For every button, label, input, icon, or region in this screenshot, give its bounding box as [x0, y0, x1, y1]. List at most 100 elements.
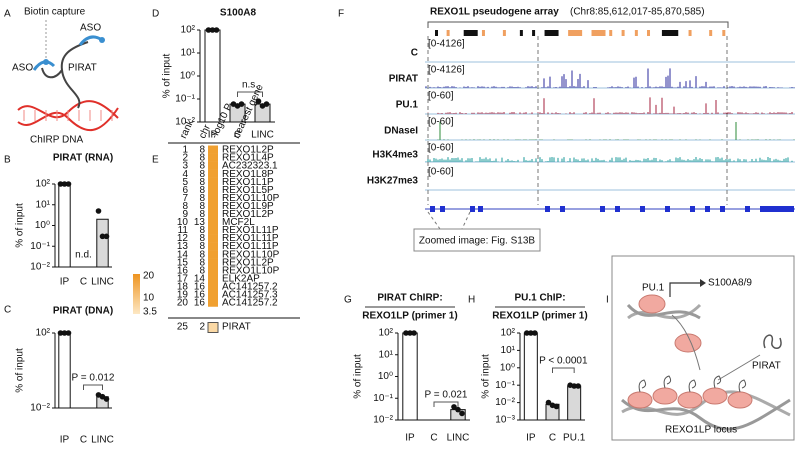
y-axis-label: % of input — [481, 354, 492, 399]
protein — [627, 391, 653, 409]
cell-chr: 8 — [199, 209, 205, 220]
track-name: PU.1 — [396, 100, 419, 111]
cell-chr: 8 — [199, 257, 205, 268]
data-point — [209, 27, 216, 33]
cell-chr: 8 — [199, 201, 205, 212]
exon — [705, 206, 710, 212]
heat-cell — [208, 242, 218, 251]
track-range: [0-4126] — [428, 65, 465, 76]
y-tick-label: 10⁻² — [30, 262, 50, 273]
gene-block — [634, 30, 638, 36]
y-tick-label: 10¹ — [379, 349, 394, 360]
data-point — [57, 330, 64, 336]
heat-cell — [208, 226, 218, 235]
heat-cell — [208, 250, 218, 259]
dna — [626, 303, 701, 320]
colorbar-label: 10 — [143, 292, 155, 303]
cell-rank: 13 — [177, 241, 189, 252]
exon — [745, 206, 750, 212]
data-point — [205, 27, 212, 33]
cell-gene: AC232323.1 — [222, 161, 278, 172]
cell-rank: 7 — [182, 193, 188, 204]
cell-chr: 16 — [194, 281, 206, 292]
y-axis-label: % of input — [162, 54, 173, 99]
cell-chr: 8 — [199, 185, 205, 196]
x-tick-label: LINC — [251, 130, 274, 141]
data-point — [403, 330, 409, 336]
x-tick-label: IP — [60, 277, 70, 288]
cell-gene: REXO1L10P — [222, 265, 280, 276]
colorbar — [133, 274, 140, 314]
panel-label: D — [152, 9, 159, 20]
exon — [665, 206, 670, 212]
heat-cell — [208, 153, 218, 162]
data-point — [61, 181, 68, 187]
exon — [615, 206, 620, 212]
heat-cell — [208, 234, 218, 243]
y-axis-label: % of input — [15, 203, 26, 248]
biotin — [43, 59, 49, 65]
annotation: P = 0.012 — [72, 373, 115, 384]
gene-block — [519, 30, 523, 36]
heat-cell — [208, 282, 218, 291]
data-point — [411, 330, 417, 336]
track-signal — [427, 122, 795, 140]
y-tick-label: 10⁻² — [495, 397, 515, 408]
cell-rank: 20 — [177, 298, 189, 309]
zoom-guide — [427, 211, 441, 230]
cell-rank: 2 — [182, 153, 188, 164]
heat-cell — [208, 161, 218, 170]
x-tick-label: C — [80, 435, 87, 446]
gene-block — [544, 30, 559, 36]
protein — [638, 294, 666, 314]
y-tick-label: 10² — [36, 179, 51, 190]
track-signal — [427, 97, 793, 114]
gene-block — [502, 30, 506, 36]
exon — [478, 206, 483, 212]
cell-chr: 8 — [199, 249, 205, 260]
x-tick-label: IP — [405, 433, 415, 444]
cell-chr: 8 — [199, 145, 205, 156]
gene-block — [446, 30, 450, 36]
bar — [204, 29, 221, 123]
x-tick-label: C — [234, 130, 241, 141]
cell-rank: 5 — [182, 177, 188, 188]
y-tick-label: 10⁻² — [30, 403, 50, 414]
arrow — [671, 314, 701, 371]
chart-subtitle: REXO1LP (primer 1) — [492, 311, 587, 322]
cell-rank: 16 — [177, 265, 189, 276]
cell-rank: 25 — [177, 322, 189, 333]
data-point — [65, 181, 72, 187]
exon — [690, 206, 695, 212]
panel-label: G — [344, 295, 352, 306]
rna-label: PIRAT — [752, 361, 781, 372]
cell-chr: 16 — [194, 298, 206, 309]
cell-chr: 8 — [199, 265, 205, 276]
heat-cell — [208, 274, 218, 283]
data-point — [571, 383, 577, 389]
gene-block — [609, 30, 613, 36]
cell-gene: REXO1L11P — [222, 233, 279, 244]
cell-rank: 6 — [182, 185, 188, 196]
x-tick-label: IP — [526, 433, 536, 444]
sig-bracket — [237, 91, 263, 97]
gene-block — [463, 30, 478, 36]
data-point — [575, 383, 581, 389]
track-coords: (Chr8:85,612,017-85,870,585) — [570, 7, 705, 18]
cell-gene: REXO1L11P — [222, 241, 279, 252]
data-point — [524, 330, 530, 336]
heat-cell — [208, 185, 218, 195]
x-tick-label: LINC — [91, 435, 114, 446]
track-name: H3K4me3 — [372, 150, 418, 161]
cell-rank: 9 — [182, 209, 188, 220]
chart-title: PU.1 ChIP: — [514, 293, 565, 304]
data-point — [451, 404, 457, 410]
biotin — [99, 37, 105, 43]
x-tick-label: PU.1 — [563, 433, 586, 444]
sig-bracket — [83, 384, 103, 390]
track-range: [0-60] — [428, 117, 454, 128]
target-label: S100A8/9 — [708, 278, 752, 289]
gene-block — [661, 30, 676, 36]
gene-block — [591, 30, 606, 36]
